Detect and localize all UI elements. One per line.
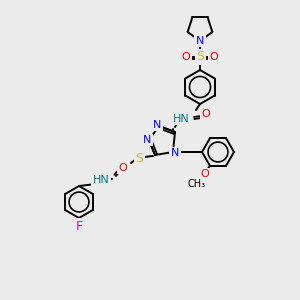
Text: O: O	[210, 52, 218, 62]
Text: N: N	[196, 36, 204, 46]
Text: N: N	[171, 148, 179, 158]
Text: HN: HN	[93, 175, 110, 185]
Text: F: F	[75, 220, 82, 232]
Text: N: N	[153, 120, 161, 130]
Text: HN: HN	[172, 114, 189, 124]
Text: O: O	[202, 109, 210, 119]
Text: N: N	[143, 135, 151, 145]
Text: N: N	[171, 148, 179, 158]
Text: S: S	[135, 152, 143, 164]
Text: S: S	[196, 50, 204, 64]
Text: O: O	[182, 52, 190, 62]
Text: O: O	[201, 169, 209, 179]
Text: CH₃: CH₃	[188, 179, 206, 189]
Text: O: O	[118, 163, 127, 173]
